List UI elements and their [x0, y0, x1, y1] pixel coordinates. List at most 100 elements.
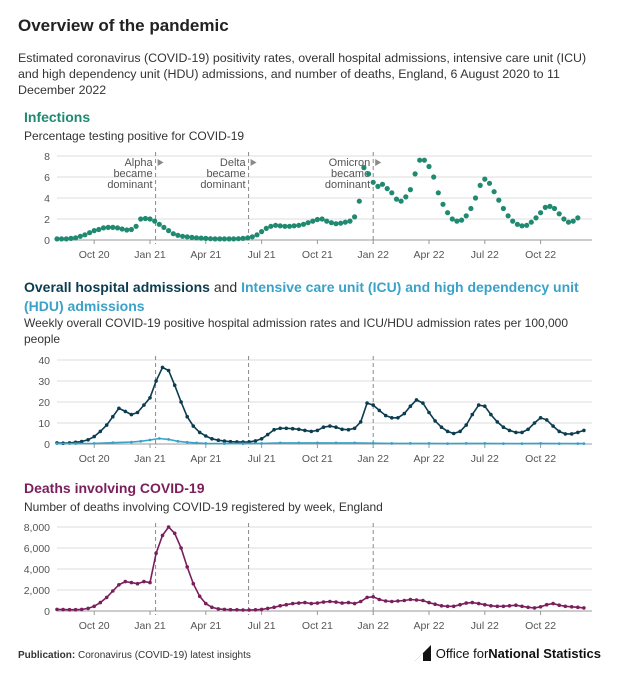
- data-point: [133, 223, 139, 229]
- data-point: [557, 603, 561, 607]
- data-point: [557, 429, 561, 434]
- data-point: [259, 607, 264, 612]
- ons-logo-text-2: National Statistics: [488, 645, 601, 661]
- data-point: [576, 430, 580, 435]
- data-point: [185, 414, 189, 419]
- data-point: [539, 442, 542, 445]
- data-point: [245, 235, 251, 241]
- data-point: [63, 236, 69, 242]
- data-point: [439, 425, 444, 430]
- data-point: [104, 595, 109, 600]
- data-point: [451, 431, 456, 436]
- data-point: [576, 442, 580, 445]
- data-point: [184, 234, 190, 240]
- data-point: [138, 216, 144, 222]
- data-point: [570, 218, 576, 224]
- data-point: [92, 604, 96, 609]
- x-tick-label: Jul 22: [471, 620, 499, 632]
- variant-annotation: became: [206, 168, 245, 180]
- data-point: [228, 607, 233, 612]
- variant-annotation: became: [113, 168, 152, 180]
- data-point: [507, 428, 512, 433]
- data-point: [340, 601, 344, 605]
- x-tick-label: Oct 20: [79, 249, 110, 261]
- y-tick-label: 30: [38, 376, 50, 388]
- publication-link[interactable]: Coronavirus (COVID-19) latest insights: [75, 650, 251, 661]
- variant-annotation: dominant: [325, 179, 370, 191]
- data-point: [414, 398, 419, 402]
- data-point: [117, 406, 121, 411]
- data-point: [290, 426, 295, 431]
- data-point: [501, 425, 506, 430]
- data-point: [231, 236, 237, 242]
- data-point: [105, 224, 111, 230]
- variant-annotation: dominant: [200, 179, 245, 191]
- data-point: [526, 427, 530, 432]
- data-point: [402, 598, 407, 603]
- x-tick-label: Oct 21: [302, 249, 333, 261]
- data-point: [277, 223, 283, 229]
- data-point: [361, 165, 367, 171]
- y-tick-label: 10: [38, 418, 50, 430]
- data-point: [556, 211, 562, 217]
- data-point: [309, 601, 314, 606]
- data-point: [152, 218, 158, 224]
- data-point: [160, 533, 165, 538]
- data-point: [123, 579, 128, 584]
- data-point: [495, 604, 500, 609]
- data-point: [500, 205, 506, 212]
- data-point: [433, 602, 437, 606]
- data-point: [421, 157, 427, 163]
- data-point: [514, 221, 521, 227]
- data-point: [316, 441, 319, 445]
- data-point: [235, 440, 239, 444]
- data-point: [569, 432, 574, 436]
- ons-logo[interactable]: Office for National Statistics: [414, 645, 601, 661]
- y-tick-label: 4: [44, 193, 50, 205]
- x-tick-label: Jul 21: [248, 249, 276, 261]
- y-tick-label: 0: [44, 606, 50, 618]
- data-point: [142, 403, 146, 407]
- data-point: [421, 598, 425, 603]
- x-tick-label: Apr 21: [190, 453, 221, 465]
- data-point: [520, 442, 524, 445]
- data-point: [297, 601, 301, 605]
- data-point: [449, 216, 455, 222]
- x-tick-label: Oct 20: [79, 453, 110, 465]
- data-point: [226, 236, 232, 242]
- data-point: [544, 602, 549, 607]
- data-point: [346, 600, 351, 605]
- x-tick-label: Apr 21: [190, 249, 221, 261]
- data-point: [321, 425, 326, 430]
- data-point: [551, 205, 558, 212]
- data-point: [489, 604, 493, 608]
- data-point: [519, 223, 525, 229]
- data-point: [439, 604, 444, 608]
- infections-title: Infections: [24, 109, 91, 125]
- page-subtitle: Estimated coronavirus (COVID-19) positiv…: [18, 51, 587, 97]
- variant-annotation: Alpha: [124, 157, 153, 169]
- data-point: [520, 430, 524, 435]
- data-point: [100, 225, 107, 231]
- data-point: [470, 600, 475, 605]
- data-point: [408, 404, 413, 409]
- series-line: [56, 366, 585, 445]
- data-point: [561, 216, 567, 222]
- data-point: [352, 601, 357, 606]
- data-point: [390, 442, 394, 445]
- data-point: [148, 580, 152, 585]
- data-point: [414, 598, 419, 602]
- data-point: [352, 214, 358, 220]
- data-point: [191, 581, 196, 586]
- data-point: [87, 230, 93, 236]
- data-point: [390, 599, 394, 604]
- data-point: [421, 401, 425, 405]
- x-tick-label: Apr 21: [190, 620, 221, 632]
- data-point: [204, 434, 208, 438]
- data-point: [290, 601, 295, 606]
- data-point: [319, 216, 325, 222]
- data-point: [468, 205, 474, 212]
- data-point: [334, 441, 338, 445]
- data-point: [135, 410, 140, 415]
- x-tick-label: Jul 21: [248, 453, 276, 465]
